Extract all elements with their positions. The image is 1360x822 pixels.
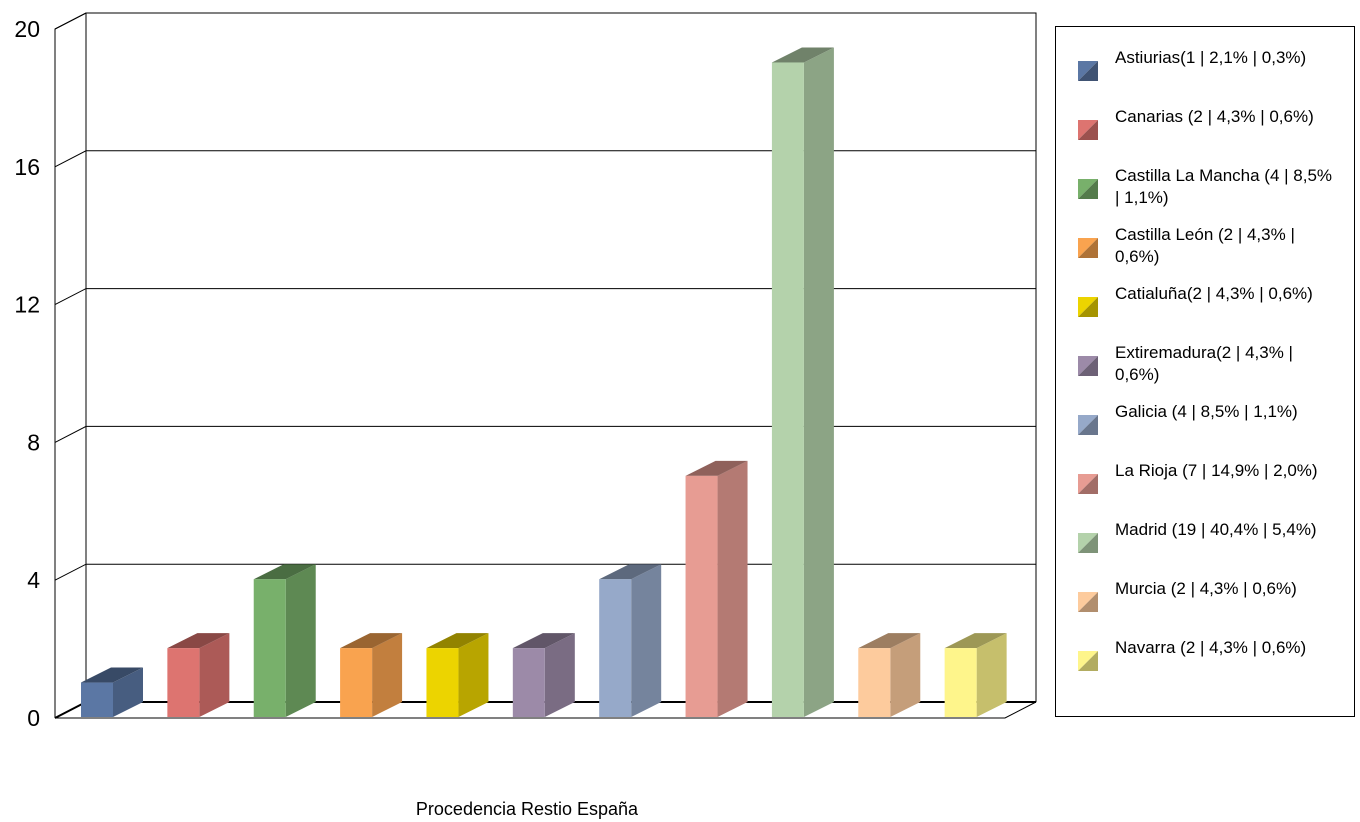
legend-label: Navarra (2 | 4,3% | 0,6%): [1115, 638, 1307, 657]
bar-side: [803, 47, 834, 717]
bar: [858, 633, 921, 717]
bar-top: [167, 633, 230, 649]
legend-swatch: [1078, 651, 1098, 671]
legend-label: Galicia (4 | 8,5% | 1,1%): [1115, 402, 1298, 421]
bar-side: [890, 633, 921, 717]
bar-top: [944, 633, 1007, 649]
legend-label: Murcia (2 | 4,3% | 0,6%): [1115, 579, 1297, 598]
y-tick-label: 0: [27, 705, 40, 731]
legend-swatch: [1078, 356, 1098, 376]
bar-front: [253, 579, 286, 717]
legend-swatch: [1078, 533, 1098, 553]
legend-item: Navarra (2 | 4,3% | 0,6%): [1056, 637, 1354, 696]
bar-side: [458, 633, 489, 717]
bar: [426, 633, 489, 717]
bar-front: [167, 648, 200, 717]
legend-label: Castilla León (2 | 4,3% | 0,6%): [1115, 225, 1295, 266]
bars: [81, 47, 1007, 717]
bar-front: [512, 648, 545, 717]
legend-item: Extiremadura(2 | 4,3% | 0,6%): [1056, 342, 1354, 401]
bar-front: [426, 648, 459, 717]
legend-item: Catialuña(2 | 4,3% | 0,6%): [1056, 283, 1354, 342]
bar: [944, 633, 1007, 717]
bar-front: [858, 648, 891, 717]
legend-item: Castilla León (2 | 4,3% | 0,6%): [1056, 224, 1354, 283]
gridlines: [54, 12, 1036, 581]
bar-front: [81, 682, 113, 717]
legend-item: Murcia (2 | 4,3% | 0,6%): [1056, 578, 1354, 637]
bar-front: [340, 648, 373, 717]
bar-top: [340, 633, 403, 649]
legend-item: Canarias (2 | 4,3% | 0,6%): [1056, 106, 1354, 165]
legend-item: Castilla La Mancha (4 | 8,5% | 1,1%): [1056, 165, 1354, 224]
chart-walls: [54, 12, 1037, 719]
legend-label: Extiremadura(2 | 4,3% | 0,6%): [1115, 343, 1293, 384]
legend-item: Galicia (4 | 8,5% | 1,1%): [1056, 401, 1354, 460]
bar-top: [512, 633, 575, 649]
bar-front: [599, 579, 632, 717]
legend-label: La Rioja (7 | 14,9% | 2,0%): [1115, 461, 1318, 480]
bar-top: [685, 460, 748, 476]
bar: [512, 633, 575, 717]
gridline: [54, 288, 1036, 306]
bar-side: [544, 633, 575, 717]
bar-front: [685, 475, 718, 717]
bar-side: [113, 667, 143, 717]
legend-swatch: [1078, 415, 1098, 435]
legend-item: Astiurias(1 | 2,1% | 0,3%): [1056, 47, 1354, 106]
bar-top: [253, 564, 316, 580]
x-axis-label: Procedencia Restio España: [416, 799, 639, 819]
legend-item: Madrid (19 | 40,4% | 5,4%): [1056, 519, 1354, 578]
legend-swatch: [1078, 238, 1098, 258]
bar-side: [976, 633, 1007, 717]
gridline: [54, 150, 1036, 168]
bar: [167, 633, 230, 717]
legend-swatch: [1078, 61, 1098, 81]
y-tick-label: 12: [14, 292, 40, 318]
y-tick-label: 4: [27, 567, 40, 593]
y-tick-label: 16: [14, 154, 40, 180]
legend-label: Astiurias(1 | 2,1% | 0,3%): [1115, 48, 1307, 67]
y-tick-label: 8: [27, 429, 40, 455]
gridline: [54, 425, 1036, 443]
legend-label: Madrid (19 | 40,4% | 5,4%): [1115, 520, 1317, 539]
legend-swatch: [1078, 179, 1098, 199]
bar: [685, 460, 748, 717]
y-tick-label: 20: [14, 16, 40, 42]
bar-side: [631, 564, 662, 717]
y-axis-ticks: 0 4 8 12 16 20: [14, 16, 40, 731]
legend-swatch: [1078, 592, 1098, 612]
bar-top: [426, 633, 489, 649]
bar-top: [599, 564, 662, 580]
gridline: [54, 12, 1036, 30]
legend-label: Canarias (2 | 4,3% | 0,6%): [1115, 107, 1314, 126]
bar-side: [372, 633, 403, 717]
bar-top: [81, 667, 143, 683]
bar-front: [771, 62, 804, 717]
bar-side: [285, 564, 316, 717]
bar-side: [199, 633, 230, 717]
bar-top: [858, 633, 921, 649]
legend-label: Castilla La Mancha (4 | 8,5% | 1,1%): [1115, 166, 1333, 207]
bar-top: [771, 47, 834, 63]
floor-edge: [54, 701, 87, 719]
bar: [253, 564, 316, 717]
legend-label: Catialuña(2 | 4,3% | 0,6%): [1115, 284, 1313, 303]
chart-frame: [54, 12, 1037, 718]
bar: [340, 633, 403, 717]
bar-front: [944, 648, 977, 717]
legend-item: La Rioja (7 | 14,9% | 2,0%): [1056, 460, 1354, 519]
bar-side: [717, 460, 748, 717]
bar: [599, 564, 662, 717]
legend-swatch: [1078, 120, 1098, 140]
legend-swatch: [1078, 474, 1098, 494]
bar: [81, 667, 143, 717]
legend-list: Astiurias(1 | 2,1% | 0,3%) Canarias (2 | …: [1056, 27, 1354, 696]
legend-swatch: [1078, 297, 1098, 317]
bar: [771, 47, 834, 717]
gridline: [54, 563, 1036, 581]
legend: Astiurias(1 | 2,1% | 0,3%) Canarias (2 | …: [1055, 26, 1355, 717]
